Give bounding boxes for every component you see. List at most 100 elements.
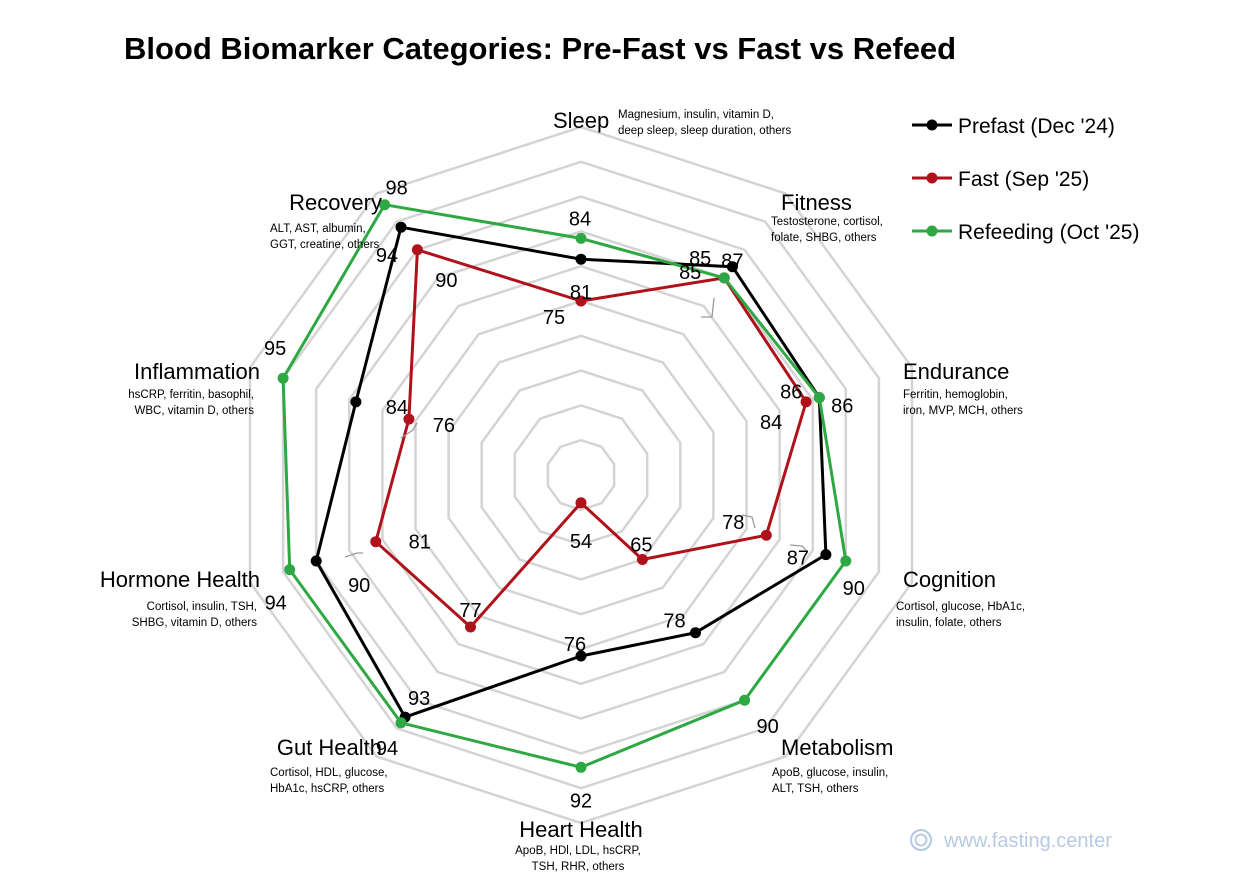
- data-point: [395, 221, 407, 233]
- data-point: [800, 396, 812, 408]
- data-label: 81: [409, 532, 431, 554]
- legend-marker: [926, 225, 938, 237]
- fasting-center-logo-icon: [909, 828, 933, 852]
- leader-line: [741, 514, 756, 529]
- data-point: [379, 199, 391, 211]
- data-label: 94: [265, 593, 287, 615]
- category-description: Cortisol, glucose, HbA1c,: [896, 601, 1025, 613]
- data-point: [575, 650, 587, 662]
- watermark-text: www.fasting.center: [943, 830, 1112, 852]
- data-label: 85: [679, 262, 701, 284]
- category-label-cognition: Cognition: [903, 567, 996, 592]
- data-label: 78: [663, 611, 685, 633]
- category-description: Cortisol, insulin, TSH,: [147, 601, 257, 613]
- category-description: iron, MVP, MCH, others: [903, 405, 1023, 417]
- category-label-recovery: Recovery: [289, 190, 382, 215]
- data-point: [636, 554, 648, 565]
- watermark: www.fasting.center: [909, 828, 1112, 852]
- data-label: 90: [756, 716, 778, 738]
- grid-ring: [381, 264, 781, 686]
- data-label: 93: [408, 688, 430, 710]
- category-label-endurance: Endurance: [903, 359, 1009, 384]
- data-point: [465, 621, 476, 633]
- data-label: 76: [564, 634, 586, 656]
- data-point: [840, 555, 852, 567]
- series-line-1: [374, 248, 808, 629]
- series-line-2: [281, 203, 848, 769]
- leader-line: [344, 552, 363, 558]
- data-point: [284, 564, 296, 576]
- legend-marker: [926, 119, 938, 131]
- grid-ring: [447, 334, 715, 616]
- data-label: 98: [385, 178, 407, 200]
- category-description: Testosterone, cortisol,: [771, 216, 883, 228]
- data-point: [310, 555, 322, 567]
- data-label: 94: [376, 738, 398, 760]
- data-label: 90: [435, 270, 457, 292]
- category-label-heart-health: Heart Health: [519, 817, 643, 842]
- chart-title: Blood Biomarker Categories: Pre-Fast vs …: [124, 31, 956, 66]
- grid-ring: [546, 438, 616, 512]
- category-description: Magnesium, insulin, vitamin D,: [618, 109, 774, 121]
- data-point: [813, 392, 825, 404]
- legend: Prefast (Dec '24) Fast (Sep '25) Refeeding…: [912, 115, 1139, 244]
- category-description: HbA1c, hsCRP, others: [270, 783, 384, 795]
- data-point: [395, 717, 407, 729]
- leader-line: [400, 422, 418, 439]
- category-label-metabolism: Metabolism: [781, 735, 893, 760]
- data-label: 87: [787, 548, 809, 570]
- data-label: 78: [722, 512, 744, 534]
- data-point: [350, 396, 362, 408]
- grid-ring: [480, 369, 682, 581]
- data-label: 54: [570, 531, 592, 553]
- data-point: [575, 761, 587, 773]
- category-description: GGT, creatine, others: [270, 239, 380, 251]
- category-description: deep sleep, sleep duration, others: [618, 125, 792, 137]
- category-description: ALT, TSH, others: [772, 783, 859, 795]
- data-point: [820, 549, 832, 561]
- category-description: ALT, AST, albumin,: [270, 223, 366, 235]
- grid-ring: [314, 195, 848, 755]
- category-label-hormone-health: Hormone Health: [100, 567, 260, 592]
- data-label: 76: [433, 415, 455, 437]
- category-description: ApoB, HDl, LDL, hsCRP,: [515, 845, 641, 857]
- category-description: TSH, RHR, others: [532, 861, 625, 873]
- legend-marker: [926, 172, 938, 184]
- data-label: 84: [569, 208, 591, 230]
- data-point: [370, 536, 382, 548]
- category-label-inflammation: Inflammation: [134, 359, 260, 384]
- category-description: ApoB, glucose, insulin,: [772, 767, 888, 779]
- data-label: 81: [570, 282, 592, 304]
- grid-ring: [281, 160, 881, 790]
- data-label: 95: [264, 338, 286, 360]
- data-label: 77: [459, 600, 481, 622]
- data-point: [277, 372, 289, 384]
- grid-ring: [248, 125, 914, 825]
- category-description: WBC, vitamin D, others: [135, 405, 255, 417]
- grid-ring: [348, 230, 814, 720]
- legend-entry: Refeeding (Oct '25): [958, 221, 1139, 244]
- data-point: [411, 244, 423, 256]
- category-description: hsCRP, ferritin, basophil,: [128, 389, 254, 401]
- data-label: 87: [721, 251, 743, 273]
- data-point: [726, 261, 738, 273]
- category-labels: Sleep Magnesium, insulin, vitamin D, deep …: [100, 108, 1025, 873]
- category-description: Ferritin, hemoglobin,: [903, 389, 1008, 401]
- radar-grid: [248, 125, 914, 825]
- data-label: 75: [543, 307, 565, 329]
- grid-ring: [513, 404, 649, 546]
- data-point: [760, 529, 772, 541]
- data-point: [575, 497, 587, 509]
- data-point: [718, 272, 730, 284]
- data-label: 92: [570, 790, 592, 812]
- data-point: [575, 253, 587, 265]
- data-point: [575, 232, 587, 244]
- data-label: 84: [386, 397, 408, 419]
- category-label-fitness: Fitness: [781, 190, 852, 215]
- radar-series: [277, 199, 852, 773]
- leader-line: [701, 297, 715, 318]
- data-label: 85: [689, 248, 711, 270]
- grid-ring: [414, 299, 748, 651]
- category-description: folate, SHBG, others: [771, 232, 877, 244]
